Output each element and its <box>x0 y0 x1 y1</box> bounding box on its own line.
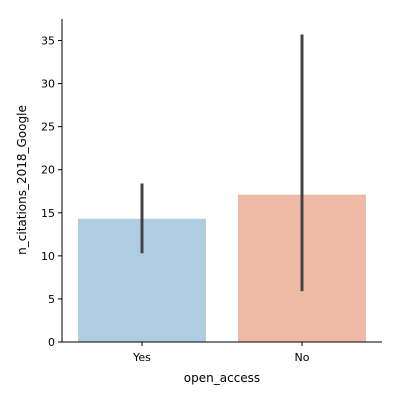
y-tick-label: 25 <box>41 121 55 134</box>
y-tick-label: 5 <box>48 293 55 306</box>
bars-layer <box>78 194 366 342</box>
x-tick-label: Yes <box>132 351 151 364</box>
y-tick-label: 10 <box>41 250 55 263</box>
y-axis-label: n_citations_2018_Google <box>15 105 29 255</box>
x-ticks: Yes No <box>132 342 310 364</box>
y-tick-label: 15 <box>41 207 55 220</box>
error-bars-layer <box>140 34 304 292</box>
y-tick-label: 35 <box>41 35 55 48</box>
x-axis-label: open_access <box>184 371 260 385</box>
axes-layer <box>61 19 382 343</box>
y-ticks: 0 5 10 15 20 25 30 35 <box>41 35 62 349</box>
y-tick-label: 30 <box>41 78 55 91</box>
x-tick-label: No <box>295 351 310 364</box>
y-tick-label: 20 <box>41 164 55 177</box>
y-tick-label: 0 <box>48 336 55 349</box>
